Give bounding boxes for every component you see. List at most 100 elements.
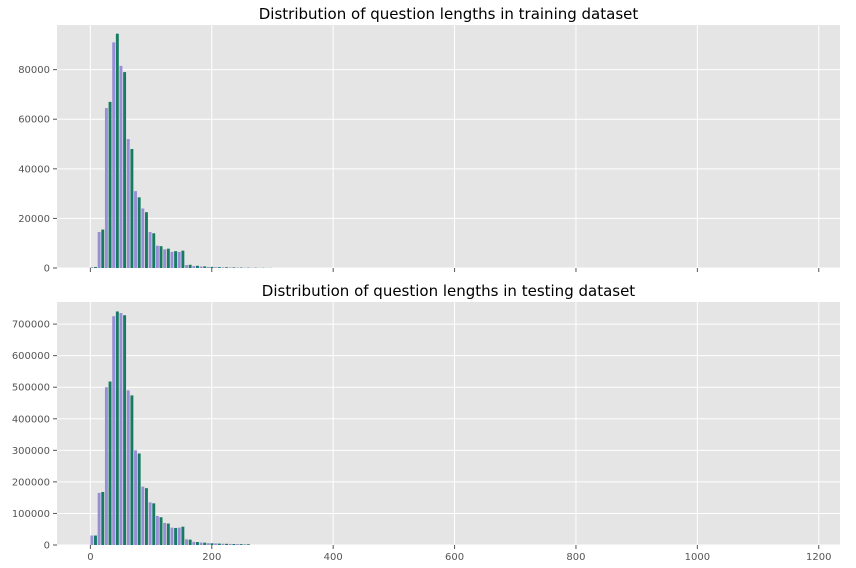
training-bar-series-1	[134, 191, 137, 268]
training-bar-series-2	[108, 101, 112, 269]
testing-y-tick-label: 300000	[12, 446, 50, 457]
testing-gridlines	[57, 302, 840, 546]
testing-bar-series-1	[148, 502, 152, 545]
testing-bar-series-2	[123, 315, 127, 545]
testing-bar-series-2	[166, 523, 170, 545]
testing-bar-series-2	[108, 381, 112, 545]
training-bar-series-1	[155, 245, 159, 268]
training-bar-series-1	[221, 267, 225, 268]
testing-chart-title: Distribution of question lengths in test…	[262, 282, 636, 300]
testing-bar-series-2	[196, 542, 199, 545]
testing-x-tick-label: 800	[566, 552, 585, 563]
testing-bar-series-1	[236, 544, 239, 545]
testing-x-tick-label: 1200	[806, 552, 831, 563]
training-bar-series-1	[206, 267, 210, 268]
testing-bar-series-2	[152, 503, 156, 545]
testing-bar-series-1	[177, 527, 181, 545]
testing-bar-series-1	[163, 522, 167, 545]
training-bar-series-2	[225, 267, 229, 268]
testing-bar-series-1	[185, 539, 188, 545]
training-bar-series-2	[166, 248, 170, 268]
training-bar-series-1	[112, 42, 116, 268]
testing-x-tick-label: 200	[202, 552, 221, 563]
training-bar-series-2	[145, 212, 148, 268]
training-bar-series-1	[228, 267, 232, 268]
testing-y-tick-label: 0	[44, 541, 50, 552]
testing-bar-series-1	[141, 486, 145, 545]
testing-y-tick-label: 600000	[12, 351, 50, 362]
testing-y-axis: 0 100000 200000 300000 400000 500000 600000 700…	[12, 320, 57, 552]
testing-bar-series-2	[137, 453, 141, 545]
training-bar-series-1	[177, 251, 181, 268]
testing-y-tick-label: 200000	[12, 477, 50, 488]
testing-bar-series-1	[119, 313, 123, 545]
testing-plot-area	[57, 302, 840, 545]
testing-x-tick-label: 0	[87, 552, 93, 563]
training-bar-series-1	[170, 251, 174, 268]
testing-bar-series-1	[134, 450, 137, 545]
training-gridlines	[57, 25, 840, 269]
training-bar-series-2	[203, 266, 207, 268]
training-y-axis: 0 20000 40000 60000 80000	[18, 65, 57, 275]
training-y-tick-label: 0	[44, 264, 50, 275]
testing-bar-series-1	[104, 387, 108, 545]
testing-bar-series-2	[225, 543, 229, 545]
testing-chart: Distribution of question lengths in test…	[12, 282, 840, 563]
training-bar-series-1	[119, 65, 123, 268]
training-bar-series-2	[94, 267, 97, 268]
training-bar-series-2	[152, 233, 156, 268]
testing-bar-series-1	[97, 492, 101, 545]
testing-bars	[90, 311, 250, 545]
testing-bar-series-2	[246, 544, 250, 545]
training-bar-series-1	[163, 249, 167, 268]
training-plot-area	[57, 25, 840, 268]
testing-x-tick-label: 600	[445, 552, 464, 563]
testing-bar-series-2	[203, 542, 207, 545]
testing-x-tick-label: 400	[324, 552, 343, 563]
testing-bar-series-2	[174, 527, 178, 545]
training-chart: Distribution of question lengths in trai…	[18, 5, 840, 275]
training-y-tick-label: 80000	[18, 65, 50, 76]
training-bar-series-1	[126, 139, 130, 268]
training-bar-series-2	[232, 267, 236, 268]
testing-bar-series-1	[206, 543, 210, 545]
testing-bar-series-2	[115, 311, 119, 545]
training-bar-series-1	[185, 265, 188, 268]
testing-bar-series-2	[101, 491, 105, 545]
testing-y-tick-label: 400000	[12, 414, 50, 425]
testing-y-tick-label: 700000	[12, 320, 50, 331]
training-y-tick-label: 60000	[18, 115, 50, 126]
testing-bar-series-1	[199, 542, 203, 545]
training-bar-series-2	[115, 33, 119, 269]
testing-bar-series-1	[112, 316, 116, 545]
training-y-tick-label: 20000	[18, 214, 50, 225]
testing-y-tick-label: 500000	[12, 383, 50, 394]
training-bar-series-2	[123, 72, 127, 268]
testing-bar-series-1	[170, 527, 174, 545]
testing-bar-series-1	[221, 543, 225, 545]
training-bar-series-2	[174, 251, 178, 268]
testing-bar-series-1	[90, 535, 94, 545]
testing-bar-series-2	[239, 544, 243, 545]
testing-bar-series-1	[214, 543, 218, 545]
training-bar-series-1	[192, 266, 196, 268]
training-bar-series-2	[210, 266, 214, 268]
testing-bar-series-2	[181, 526, 185, 545]
testing-bar-series-2	[130, 395, 134, 545]
training-bar-series-2	[101, 229, 105, 268]
testing-x-tick-label: 1000	[685, 552, 710, 563]
training-bar-series-2	[188, 264, 192, 268]
testing-y-tick-label: 100000	[12, 509, 50, 520]
training-bar-series-2	[181, 250, 185, 268]
training-bar-series-1	[199, 266, 203, 268]
training-bar-series-2	[130, 148, 134, 268]
testing-bar-series-2	[94, 535, 97, 545]
training-bar-series-1	[148, 232, 152, 268]
training-x-axis	[89, 268, 820, 272]
training-y-tick-label: 40000	[18, 164, 50, 175]
training-bar-series-2	[137, 197, 141, 268]
testing-bar-series-1	[243, 544, 247, 545]
training-bars	[90, 33, 272, 269]
testing-x-axis: 0 200 400 600 800 1000 1200	[87, 545, 831, 563]
